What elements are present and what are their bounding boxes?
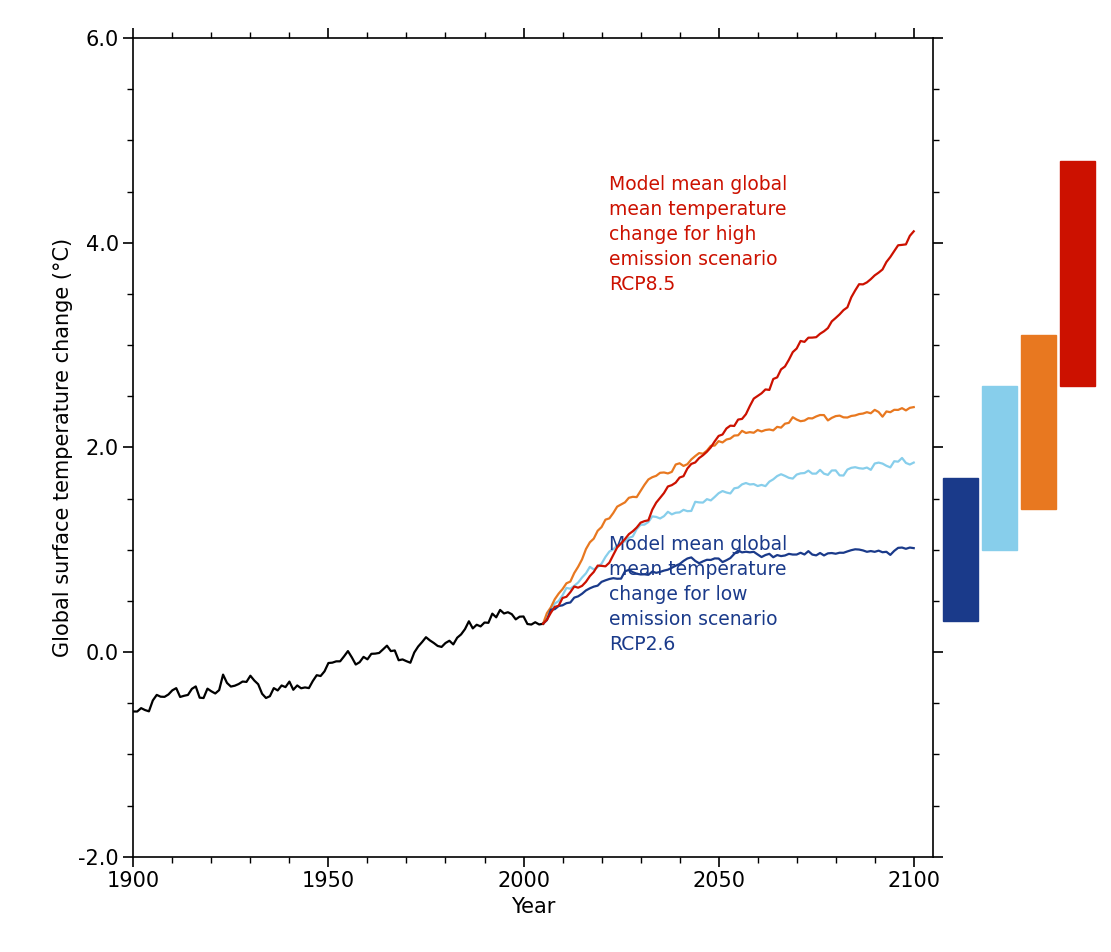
Y-axis label: Global surface temperature change (°C): Global surface temperature change (°C)	[52, 238, 72, 657]
Bar	[943, 478, 978, 622]
Bar	[1021, 335, 1057, 509]
Text: Model mean global
mean temperature
change for low
emission scenario
RCP2.6: Model mean global mean temperature chang…	[609, 535, 788, 654]
Text: Model mean global
mean temperature
change for high
emission scenario
RCP8.5: Model mean global mean temperature chang…	[609, 175, 788, 294]
Bar	[1060, 161, 1095, 387]
Bar	[982, 387, 1018, 550]
X-axis label: Year: Year	[511, 897, 556, 917]
